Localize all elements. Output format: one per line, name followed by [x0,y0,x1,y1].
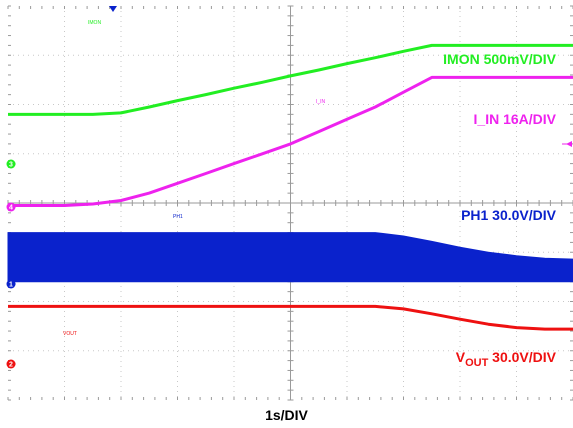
channel-label-subscript: OUT [465,357,489,369]
trace-imon [8,43,573,116]
channel-label-scale: 30.0V/DIV [488,349,556,365]
channel-marker-number: 1 [9,282,13,289]
tiny-label-imon: IMON [88,20,101,26]
right-edge-marker [562,141,572,147]
traces [7,43,573,331]
channel-label-i_in: I_IN 16A/DIV [474,111,557,127]
channel-marker-ph1 [6,279,16,289]
tiny-label-vout: VOUT [63,331,77,337]
tiny-label-ph1: PH1 [173,214,183,220]
channel-marker-number: 4 [9,205,13,212]
channel-markers: 3 4 1 2 [6,159,16,369]
channel-marker-imon [6,159,16,169]
trace-vout [8,304,573,331]
channel-marker-number: 3 [9,162,13,169]
channel-labels: IMON IMON 500mV/DIV I_IN I_IN 16A/DIV PH1 PH1… [63,20,557,369]
tiny-label-i_in: I_IN [316,99,326,105]
channel-marker-vout [6,359,16,369]
trace-i_in [8,75,573,207]
channel-label-ph1: PH1 30.0V/DIV [461,207,557,223]
channel-marker-number: 2 [9,362,13,369]
x-axis-label: 1s/DIV [265,407,308,423]
channel-label-main: V [456,349,466,365]
trigger-position-marker [109,6,117,12]
channel-label-imon: IMON 500mV/DIV [443,51,556,67]
channel-marker-i_in [6,202,16,212]
trace-ph1 [7,232,573,283]
channel-label-vout: VOUT 30.0V/DIV [456,349,557,369]
